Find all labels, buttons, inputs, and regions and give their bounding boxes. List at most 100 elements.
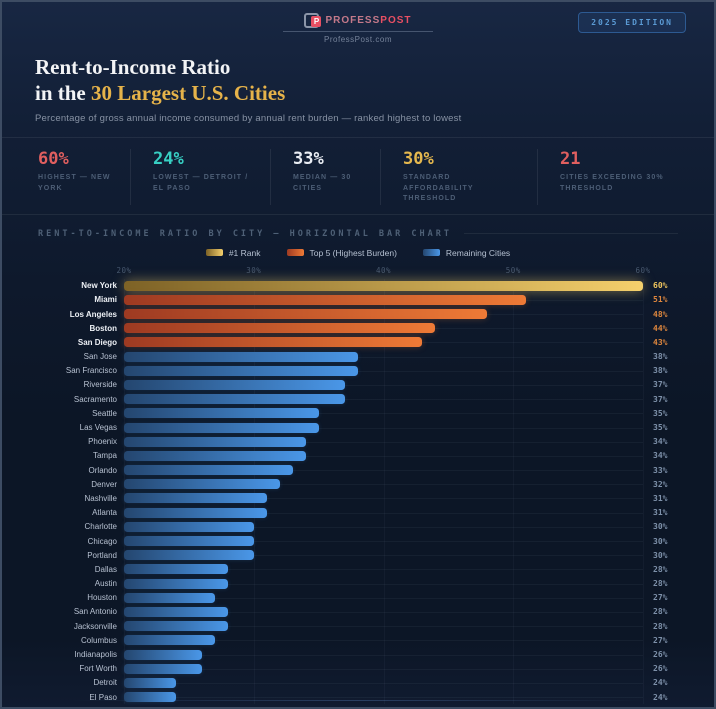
x-axis: 20% 30% 40% 50% 60% [28, 266, 688, 276]
city-label: Phoenix [88, 437, 117, 447]
bar [124, 465, 293, 476]
bar-chart: RENT-TO-INCOME RATIO BY CITY — HORIZONTA… [2, 215, 714, 705]
bar-row: Detroit 24% [28, 676, 688, 690]
stat-label: STANDARD AFFORDABILITY THRESHOLD [403, 174, 474, 203]
header-logo: P PROFESSPOST ProfessPost.com [283, 13, 433, 44]
bar [124, 280, 643, 291]
bar [124, 564, 228, 575]
stat-lowest: 24% LOWEST — DETROIT / EL PASO [130, 149, 270, 205]
bar-row: Tampa 34% [28, 449, 688, 463]
bar-row: Charlotte 30% [28, 520, 688, 534]
bar-track [124, 450, 643, 461]
stat-label: LOWEST — DETROIT / EL PASO [153, 174, 249, 192]
city-label: Las Vegas [79, 423, 117, 433]
stat-exceeding: 21 CITIES EXCEEDING 30% THRESHOLD [537, 149, 714, 205]
stat-label: HIGHEST — NEW YORK [38, 174, 111, 192]
brand-icon: P [304, 13, 322, 28]
bar-track [124, 323, 643, 334]
legend-swatch-gold [205, 249, 223, 257]
bar-track [124, 422, 643, 433]
bar-track [124, 621, 643, 632]
legend-item-rank1: #1 Rank [205, 248, 261, 258]
value-label: 26% [653, 664, 668, 674]
stat-median: 33% MEDIAN — 30 CITIES [270, 149, 380, 205]
bar-row: New York 60% [28, 279, 688, 293]
legend-item-top5: Top 5 (Highest Burden) [286, 248, 397, 258]
bar [124, 379, 345, 390]
city-label: Tampa [92, 451, 117, 461]
bar-row: San Diego 43% [28, 335, 688, 349]
bar-track [124, 635, 643, 646]
bar [124, 337, 423, 348]
bar [124, 507, 267, 518]
bar-row: Riverside 37% [28, 378, 688, 392]
city-label: Detroit [93, 678, 117, 688]
axis-tick: 30% [246, 265, 262, 275]
city-label: San Antonio [73, 607, 117, 617]
bar-row: Fort Worth 26% [28, 662, 688, 676]
gridlines [124, 278, 644, 705]
city-label: San Francisco [65, 366, 117, 376]
bar-track [124, 606, 643, 617]
legend-swatch-orange [286, 249, 304, 257]
bar [124, 479, 280, 490]
bar [124, 578, 228, 589]
city-label: Charlotte [84, 522, 117, 532]
value-label: 33% [653, 465, 668, 475]
bar-track [124, 536, 643, 547]
city-label: Riverside [83, 380, 117, 390]
stats-row: 60% HIGHEST — NEW YORK 24% LOWEST — DETR… [2, 137, 714, 215]
bar [124, 536, 254, 547]
bar [124, 649, 202, 660]
bar [124, 692, 176, 703]
bar [124, 663, 202, 674]
value-label: 30% [653, 522, 668, 532]
city-label: Fort Worth [79, 664, 117, 674]
stat-value: 33% [293, 149, 324, 170]
value-label: 30% [653, 536, 668, 546]
bar-track [124, 365, 643, 376]
bar-track [124, 280, 643, 291]
bar-track [124, 649, 643, 660]
stat-threshold: 30% STANDARD AFFORDABILITY THRESHOLD [380, 149, 537, 205]
value-label: 24% [653, 692, 668, 702]
value-label: 31% [653, 493, 668, 503]
value-label: 37% [653, 380, 668, 390]
bar [124, 521, 254, 532]
city-label: Seattle [92, 408, 117, 418]
city-label: Los Angeles [69, 309, 117, 319]
bar-row: Miami 51% [28, 293, 688, 307]
bar [124, 323, 436, 334]
bar [124, 422, 319, 433]
bar [124, 635, 215, 646]
stat-label: CITIES EXCEEDING 30% THRESHOLD [560, 174, 664, 192]
stat-value: 30% [403, 149, 434, 170]
city-label: Nashville [84, 493, 117, 503]
value-label: 28% [653, 621, 668, 631]
city-label: Orlando [88, 465, 117, 475]
value-label: 38% [653, 366, 668, 376]
legend-item-remaining: Remaining Cities [422, 248, 510, 258]
bar [124, 309, 488, 320]
bar [124, 365, 358, 376]
chart-legend: #1 Rank Top 5 (Highest Burden) Remaining… [28, 248, 688, 258]
bar-row: San Francisco 38% [28, 364, 688, 378]
stat-value: 24% [153, 149, 184, 170]
bar [124, 408, 319, 419]
edition-badge: 2025 EDITION [578, 12, 686, 33]
value-label: 37% [653, 394, 668, 404]
title-block: Rent-to-Income Ratio in the 30 Largest U… [2, 46, 714, 124]
bar-row: Jacksonville 28% [28, 619, 688, 633]
bar-row: Denver 32% [28, 477, 688, 491]
page-title: Rent-to-Income Ratio in the 30 Largest U… [35, 55, 286, 106]
value-label: 43% [653, 337, 668, 347]
city-label: New York [81, 281, 117, 291]
stat-highest: 60% HIGHEST — NEW YORK [38, 149, 130, 205]
brand-domain: ProfessPost.com [324, 35, 392, 44]
city-label: Columbus [80, 635, 117, 645]
stat-value: 21 [560, 149, 581, 170]
bar-track [124, 408, 643, 419]
bar-row: Phoenix 34% [28, 435, 688, 449]
bar-row: Columbus 27% [28, 633, 688, 647]
brand-name: PROFESSPOST [325, 15, 412, 26]
